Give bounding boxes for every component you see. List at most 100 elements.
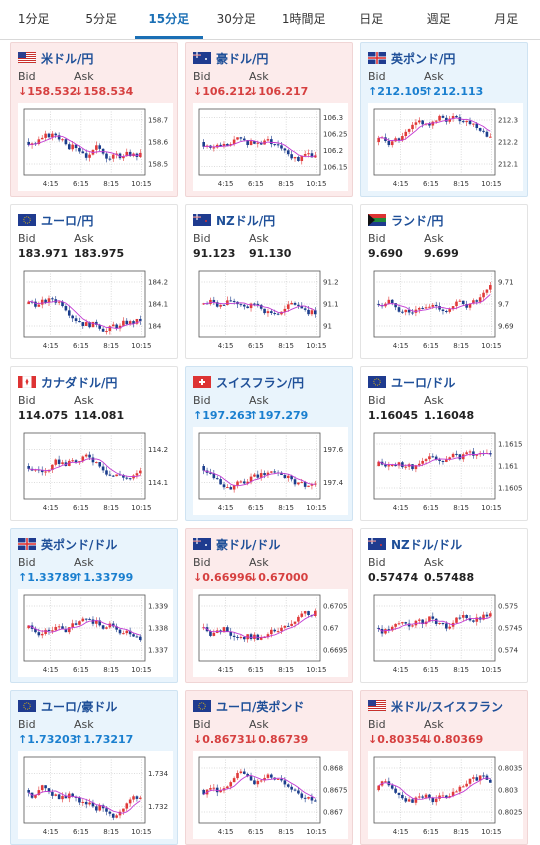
candle-body	[489, 780, 492, 783]
candle-body	[95, 806, 98, 810]
y-tick-label: 0.5745	[498, 625, 523, 633]
x-tick-label: 10:15	[306, 180, 326, 188]
candle-body	[307, 153, 310, 154]
x-tick-label: 10:15	[481, 180, 501, 188]
candle-body	[307, 310, 310, 314]
candle-body	[95, 462, 98, 463]
candle-body	[243, 305, 246, 307]
za-flag-icon	[368, 214, 386, 226]
candle-body	[445, 795, 448, 797]
x-tick-label: 10:15	[481, 342, 501, 350]
candle-body	[85, 153, 88, 158]
candle-body	[54, 460, 57, 465]
bid-label: Bid	[18, 232, 36, 245]
tab-1hour[interactable]: 1時間足	[270, 0, 338, 39]
candle-body	[136, 473, 139, 475]
ask-label: Ask	[424, 394, 444, 407]
currency-pair: 英ポンド/円	[368, 51, 455, 65]
candle-body	[82, 322, 85, 326]
candle-body	[263, 309, 266, 313]
candle-body	[438, 116, 441, 121]
x-tick-label: 8:15	[103, 180, 119, 188]
bid-value: ↓106.212	[193, 85, 252, 98]
candle-body	[61, 139, 64, 140]
candle-body	[404, 467, 407, 468]
candle-body	[95, 145, 98, 150]
candle-body	[411, 625, 414, 626]
candle-body	[465, 452, 468, 454]
candle-body	[236, 773, 239, 778]
candle-body	[122, 321, 125, 326]
ask-value: ↓0.80369	[424, 733, 483, 746]
tab-30min[interactable]: 30分足	[203, 0, 271, 39]
candle-body	[304, 798, 307, 799]
bid-value: ↑197.263	[193, 409, 252, 422]
candle-body	[377, 138, 380, 142]
currency-pair: カナダドル/円	[18, 375, 117, 389]
candle-body	[432, 305, 435, 307]
candle-body	[384, 781, 387, 782]
bid-label: Bid	[193, 556, 211, 569]
x-tick-label: 8:15	[103, 342, 119, 350]
candle-body	[226, 627, 229, 631]
candle-body	[404, 310, 407, 312]
candle-body	[267, 311, 270, 313]
candle-body	[307, 486, 310, 487]
candle-body	[479, 297, 482, 301]
candle-body	[273, 630, 276, 632]
candle-body	[277, 314, 280, 315]
tab-1min[interactable]: 1分足	[0, 0, 68, 39]
candle-body	[428, 307, 431, 308]
candle-body	[105, 627, 108, 628]
tab-5min[interactable]: 5分足	[68, 0, 136, 39]
candle-body	[58, 626, 61, 627]
candle-body	[213, 633, 216, 636]
bid-label: Bid	[368, 556, 386, 569]
ask-label: Ask	[249, 718, 269, 731]
tab-monthly[interactable]: 月足	[473, 0, 540, 39]
x-tick-label: 8:15	[278, 342, 294, 350]
bid-value: ↓0.86731	[193, 733, 252, 746]
tab-15min[interactable]: 15分足	[135, 0, 203, 39]
candle-body	[109, 475, 112, 476]
candle-body	[105, 470, 108, 474]
y-tick-label: 158.6	[148, 139, 169, 147]
candle-body	[425, 795, 428, 798]
candle-body	[415, 798, 418, 803]
bid-value: 0.57474	[368, 571, 418, 584]
ask-value: ↓0.86739	[249, 733, 308, 746]
tab-daily[interactable]: 日足	[338, 0, 406, 39]
candle-body	[462, 301, 465, 304]
candle-body	[44, 300, 47, 303]
candle-body	[448, 627, 451, 629]
nz-flag-icon	[368, 538, 386, 550]
candle-body	[418, 464, 421, 465]
tab-weekly[interactable]: 週足	[405, 0, 473, 39]
x-tick-label: 4:15	[218, 666, 234, 674]
candle-body	[455, 116, 458, 117]
candle-body	[408, 129, 411, 132]
ask-value: ↓158.534	[74, 85, 133, 98]
candle-body	[311, 797, 314, 800]
y-tick-label: 91	[323, 323, 332, 331]
